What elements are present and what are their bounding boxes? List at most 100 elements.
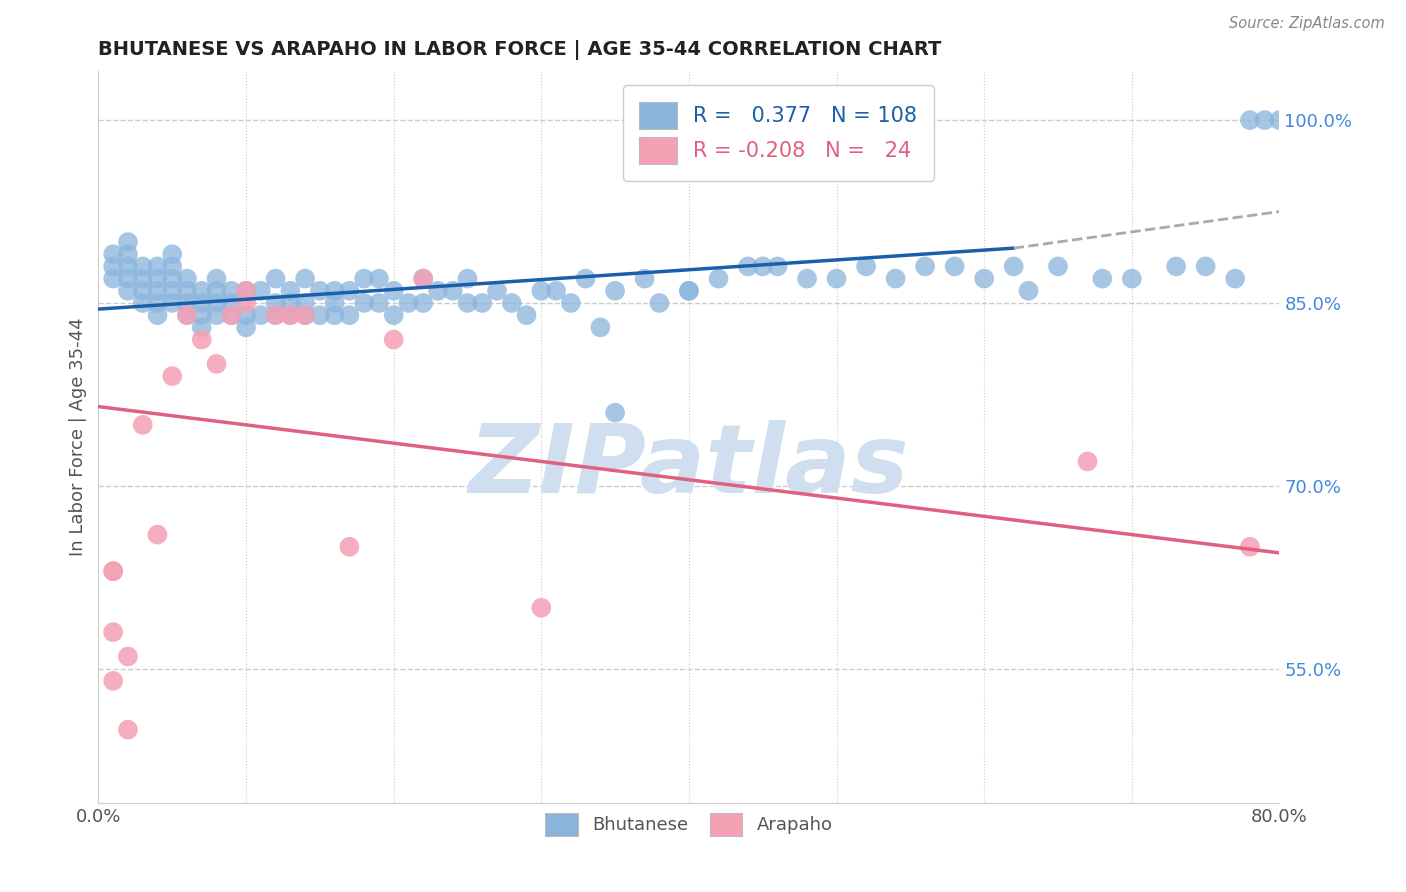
Point (117, 247, 139, 261)
Point (280, 284, 302, 298)
Point (382, 308, 405, 322)
Point (737, 260, 759, 274)
Point (162, 247, 183, 261)
Point (1225, 271, 1247, 285)
Point (516, 308, 538, 322)
Point (103, 673, 125, 688)
Point (191, 296, 214, 310)
Point (235, 284, 257, 298)
Point (103, 260, 125, 274)
Point (294, 271, 316, 285)
Point (162, 284, 183, 298)
Point (235, 320, 257, 334)
Point (205, 357, 228, 371)
Point (707, 271, 730, 285)
Point (412, 271, 434, 285)
Point (634, 271, 657, 285)
Point (146, 284, 169, 298)
Point (264, 271, 287, 285)
Point (1268, 113, 1291, 128)
Point (457, 296, 479, 310)
Point (339, 308, 361, 322)
Point (309, 308, 332, 322)
Point (221, 308, 243, 322)
Point (1166, 260, 1188, 274)
Point (678, 284, 700, 298)
Point (575, 271, 598, 285)
Point (339, 284, 361, 298)
Point (323, 308, 346, 322)
Point (176, 308, 198, 322)
Point (825, 271, 848, 285)
Point (382, 333, 405, 347)
Point (205, 284, 228, 298)
Point (309, 284, 332, 298)
Point (501, 296, 523, 310)
Point (648, 296, 671, 310)
Point (1002, 260, 1025, 274)
Point (1077, 454, 1099, 468)
Point (162, 271, 183, 285)
Point (191, 284, 214, 298)
Point (323, 284, 346, 298)
Point (250, 308, 273, 322)
Point (280, 308, 302, 322)
Point (914, 260, 936, 274)
Point (146, 271, 169, 285)
Point (162, 260, 183, 274)
Point (176, 284, 198, 298)
Point (235, 296, 257, 310)
Point (339, 540, 361, 554)
Text: BHUTANESE VS ARAPAHO IN LABOR FORCE | AGE 35-44 CORRELATION CHART: BHUTANESE VS ARAPAHO IN LABOR FORCE | AG… (98, 39, 942, 60)
Point (221, 308, 243, 322)
Point (605, 284, 627, 298)
Point (205, 308, 228, 322)
Point (546, 284, 568, 298)
Point (457, 271, 479, 285)
Point (412, 296, 434, 310)
Point (530, 284, 553, 298)
Point (1091, 271, 1114, 285)
Point (103, 564, 125, 578)
Point (191, 308, 214, 322)
Point (530, 600, 553, 615)
Point (117, 284, 139, 298)
Point (427, 284, 450, 298)
Point (132, 271, 155, 285)
Point (176, 308, 198, 322)
Point (353, 296, 375, 310)
Point (117, 260, 139, 274)
Point (1121, 271, 1143, 285)
Point (146, 260, 169, 274)
Point (1018, 284, 1040, 298)
Point (1239, 540, 1261, 554)
Point (1239, 113, 1261, 128)
Point (221, 284, 243, 298)
Point (132, 284, 155, 298)
Point (235, 308, 257, 322)
Point (132, 296, 155, 310)
Point (162, 296, 183, 310)
Point (280, 296, 302, 310)
Point (605, 406, 627, 420)
Point (132, 417, 155, 432)
Point (205, 271, 228, 285)
Point (486, 284, 509, 298)
Point (264, 296, 287, 310)
Point (191, 333, 214, 347)
Point (943, 260, 966, 274)
Point (294, 308, 316, 322)
Point (103, 625, 125, 640)
Point (117, 649, 139, 664)
Point (103, 247, 125, 261)
Text: Source: ZipAtlas.com: Source: ZipAtlas.com (1229, 16, 1385, 31)
Point (280, 308, 302, 322)
Point (191, 320, 214, 334)
Point (294, 308, 316, 322)
Point (368, 296, 391, 310)
Point (1254, 113, 1277, 128)
Point (796, 271, 818, 285)
Point (103, 564, 125, 578)
Point (146, 308, 169, 322)
Legend: Bhutanese, Arapaho: Bhutanese, Arapaho (536, 804, 842, 845)
